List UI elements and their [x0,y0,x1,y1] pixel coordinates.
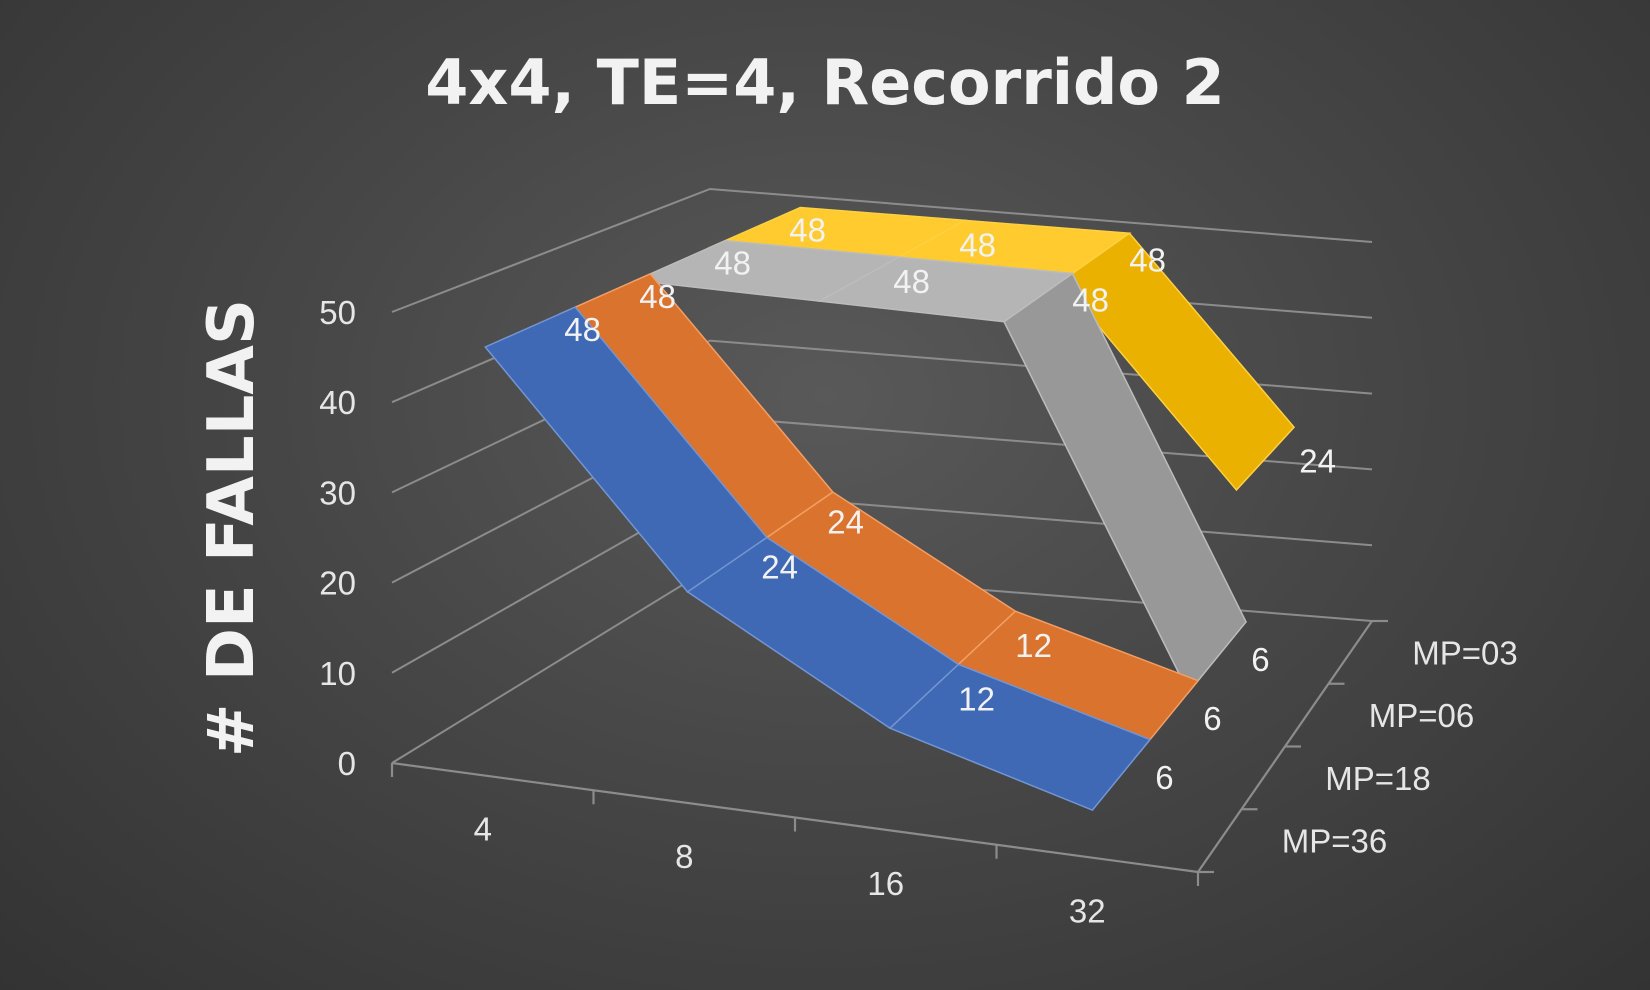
data-label: 48 [959,226,996,263]
data-label: 6 [1155,759,1173,796]
y-tick-label: 30 [319,474,356,511]
data-label: 48 [714,245,751,282]
y-tick-label: 20 [319,565,356,602]
data-label: 12 [958,680,995,717]
data-label: 48 [1072,282,1109,319]
y-axis-title: # DE FALLAS [195,299,269,757]
data-label: 6 [1203,700,1221,737]
series-label: MP=06 [1369,697,1474,734]
series-label: MP=36 [1282,823,1387,860]
x-tick-label: 16 [867,865,904,902]
data-label: 48 [789,211,826,248]
data-label: 6 [1251,641,1269,678]
series-label: MP=18 [1325,760,1430,797]
data-label: 12 [1015,627,1052,664]
series-MP=36 [484,306,1152,812]
data-label: 24 [761,549,798,586]
data-label: 24 [1299,443,1336,480]
ribbon-segment [1003,272,1247,694]
ribbon-segment [1059,232,1296,492]
data-label: 48 [893,263,930,300]
gridline-50 [391,187,1373,313]
y-tick-label: 10 [319,655,356,692]
data-label: 48 [639,278,676,315]
series-ribbons [484,206,1296,812]
chart-title: 4x4, TE=4, Recorrido 2 [425,46,1225,119]
data-label: 48 [1129,241,1166,278]
y-tick-label: 50 [319,294,356,331]
x-tick-label: 32 [1069,892,1106,929]
x-tick-label: 8 [675,838,693,875]
series-MP=06 [632,239,1247,694]
y-tick-label: 40 [319,384,356,421]
series-label: MP=03 [1412,634,1517,671]
data-label: 24 [827,503,864,540]
ribbon-segment [888,663,1152,812]
axes [390,619,1388,886]
y-tick-label: 0 [338,745,356,782]
x-tick-label: 4 [474,811,492,848]
data-label: 48 [564,311,601,348]
